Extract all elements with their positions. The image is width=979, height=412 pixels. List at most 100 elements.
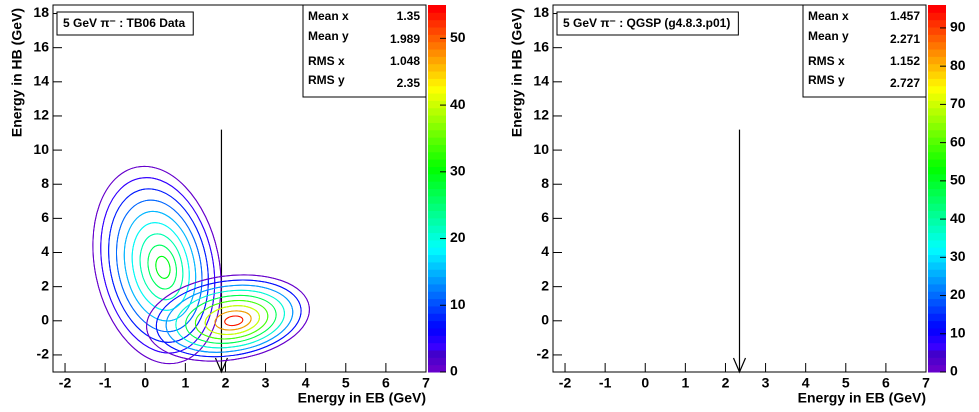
color-scale <box>428 85 446 94</box>
color-scale <box>428 313 446 322</box>
color-scale <box>928 122 946 131</box>
color-scale <box>428 122 446 131</box>
y-tick-label: -2 <box>537 346 550 362</box>
z-tick-label: 20 <box>950 286 966 302</box>
x-tick-label: 0 <box>141 375 149 391</box>
y-tick-label: 0 <box>41 311 49 327</box>
color-scale <box>428 254 446 263</box>
color-scale <box>428 349 446 358</box>
y-tick-label: 12 <box>533 107 549 123</box>
contour <box>155 255 171 279</box>
color-scale <box>928 261 946 270</box>
z-tick-label: 70 <box>950 95 966 111</box>
color-scale <box>928 93 946 101</box>
stats-label: Mean y <box>308 29 349 43</box>
color-scale <box>928 342 946 351</box>
contour <box>155 255 171 279</box>
stats-value: 1.152 <box>890 54 920 68</box>
contour <box>147 244 177 290</box>
color-scale <box>428 195 446 204</box>
color-scale <box>928 327 946 336</box>
stats-value: 2.727 <box>890 76 920 90</box>
z-tick-label: 50 <box>950 172 966 188</box>
color-scale <box>428 232 446 241</box>
color-scale <box>428 144 446 153</box>
x-axis-label: Energy in EB (GeV) <box>298 390 426 406</box>
x-tick-label: 1 <box>681 375 689 391</box>
color-scale <box>928 63 946 72</box>
color-scale <box>928 100 946 109</box>
stats-label: Mean x <box>308 9 349 23</box>
color-scale <box>428 93 446 101</box>
stats-value: 2.271 <box>890 32 920 46</box>
color-scale <box>428 298 446 307</box>
z-tick-label: 60 <box>950 133 966 149</box>
stats-value: 1.989 <box>390 32 420 46</box>
stats-box <box>302 4 427 98</box>
y-axis-label: Energy in HB (GeV) <box>509 8 525 137</box>
y-tick-label: 6 <box>541 209 549 225</box>
y-tick-label: 8 <box>541 175 549 191</box>
stats-label: RMS y <box>808 73 845 87</box>
x-tick-label: 6 <box>882 375 890 391</box>
contour <box>224 315 244 327</box>
color-scale <box>428 181 446 189</box>
color-scale <box>928 78 946 87</box>
x-tick-label: -2 <box>559 375 572 391</box>
color-scale <box>928 364 946 373</box>
color-scale <box>928 269 946 278</box>
x-tick-label: 3 <box>762 375 770 391</box>
color-scale <box>428 357 446 366</box>
color-scale <box>428 166 446 175</box>
z-tick-label: 0 <box>450 363 458 379</box>
arrow-head <box>732 357 747 374</box>
contour <box>155 279 302 358</box>
color-scale <box>428 5 446 13</box>
color-scale <box>928 349 946 358</box>
stats-value: 1.35 <box>397 9 421 23</box>
color-scale <box>928 27 946 35</box>
color-scale <box>428 137 446 145</box>
contour <box>108 188 209 343</box>
stats-label: RMS x <box>808 54 845 68</box>
contour <box>139 233 184 301</box>
contour <box>175 289 285 349</box>
y-tick-label: 10 <box>533 141 549 157</box>
y-tick-label: 16 <box>533 38 549 54</box>
y-tick-label: 14 <box>33 73 49 89</box>
contour <box>175 289 285 349</box>
color-scale <box>928 56 946 65</box>
color-scale <box>928 232 946 241</box>
color-scale <box>428 283 446 292</box>
stats-value: 2.35 <box>397 76 421 90</box>
x-tick-label: 4 <box>802 375 810 391</box>
y-tick-label: 4 <box>541 243 549 259</box>
contour <box>123 210 197 322</box>
color-scale <box>928 239 946 248</box>
color-scale <box>928 291 946 300</box>
color-scale <box>428 269 446 278</box>
y-tick-label: 2 <box>41 277 49 293</box>
chart-title: 5 GeV π⁻ : QGSP (g4.8.3.p01) <box>563 16 730 30</box>
color-scale <box>928 159 946 167</box>
color-scale <box>928 225 946 234</box>
y-tick-label: 4 <box>41 243 49 259</box>
plot-frame <box>52 4 427 373</box>
y-tick-label: 18 <box>33 4 49 20</box>
z-tick-label: 0 <box>950 363 958 379</box>
z-tick-label: 20 <box>450 229 466 245</box>
title-box <box>56 11 194 36</box>
color-scale <box>428 71 446 79</box>
color-scale <box>928 85 946 94</box>
color-scale <box>428 129 446 138</box>
color-scale <box>428 247 446 256</box>
color-scale <box>928 12 946 21</box>
color-scale <box>928 276 946 285</box>
x-tick-label: -1 <box>599 375 612 391</box>
color-scale <box>928 181 946 189</box>
color-scale <box>428 217 446 226</box>
contour <box>131 222 190 311</box>
x-tick-label: 0 <box>641 375 649 391</box>
y-tick-label: 6 <box>41 209 49 225</box>
color-scale <box>428 276 446 285</box>
